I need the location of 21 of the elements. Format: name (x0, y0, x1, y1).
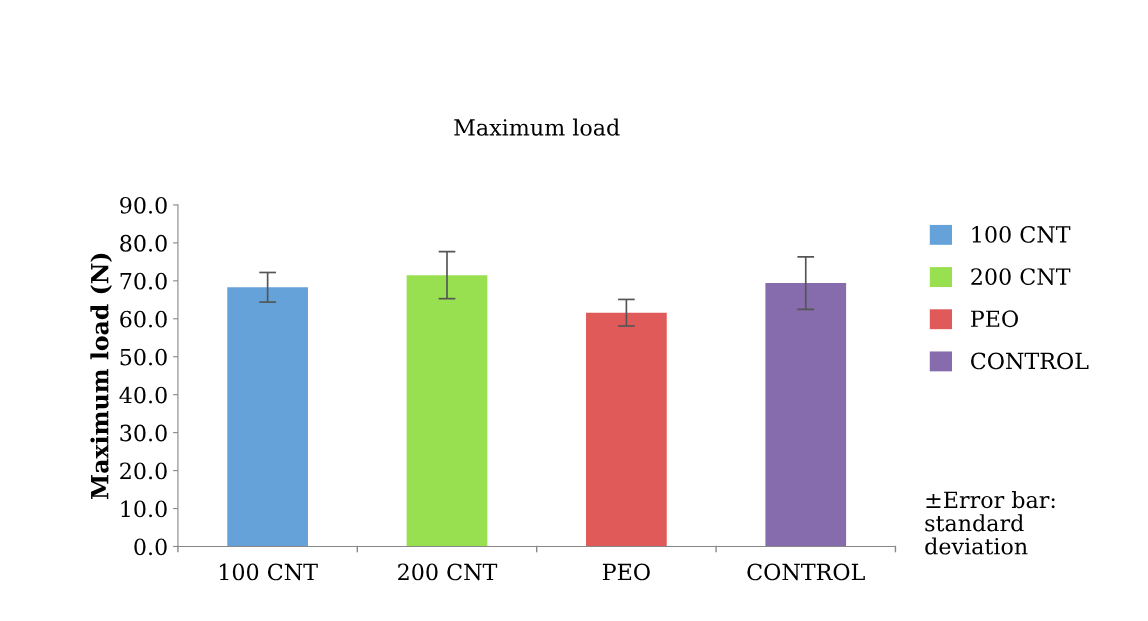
y-axis-title: Maximum load (N) (90, 253, 112, 499)
x-tick-label: PEO (602, 563, 650, 581)
y-tick-label: 0.0 (134, 538, 167, 556)
x-tick-label: 200 CNT (398, 563, 498, 581)
y-tick-label: 80.0 (120, 234, 167, 252)
legend-label: 100 CNT (972, 225, 1071, 243)
x-tick-label: CONTROL (747, 563, 865, 581)
chart-title: Maximum load (454, 118, 620, 136)
legend-label: PEO (971, 310, 1018, 328)
y-tick-label: 70.0 (120, 272, 167, 290)
y-tick-label: 20.0 (120, 462, 167, 480)
y-tick-label: 30.0 (120, 424, 167, 442)
y-tick-label: 40.0 (119, 386, 167, 404)
y-tick-label: 60.0 (120, 310, 167, 328)
legend-label: CONTROL (971, 352, 1089, 370)
y-tick-label: 90.0 (120, 196, 167, 214)
y-tick-label: 10.0 (121, 500, 167, 518)
text: ±Error bar: standard deviation (925, 491, 1055, 555)
y-tick-label: 50.0 (120, 348, 167, 366)
legend-label: 200 CNT (971, 268, 1071, 285)
x-tick-label: 100 CNT (219, 563, 318, 581)
